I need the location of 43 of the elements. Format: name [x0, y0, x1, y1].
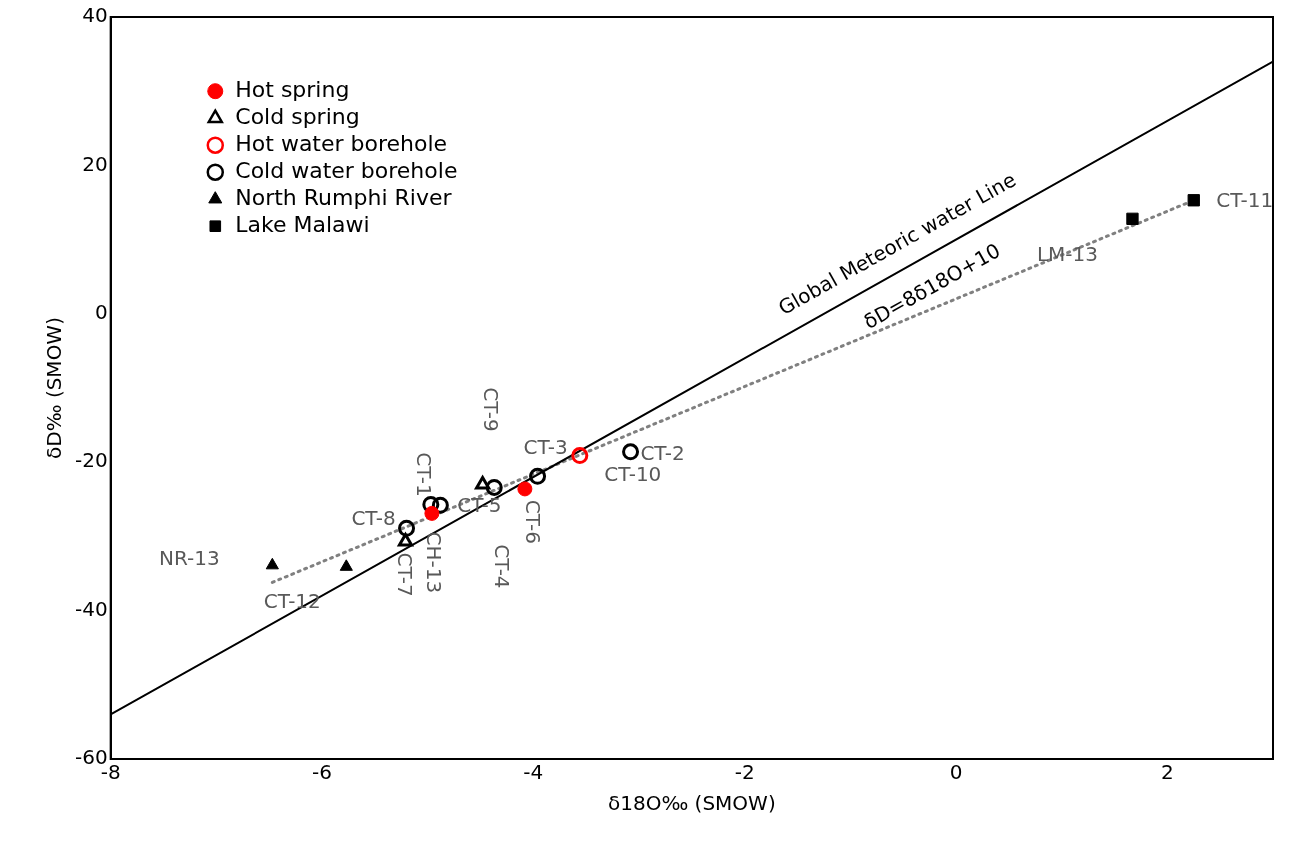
- y-tick-label: 0: [94, 300, 108, 324]
- y-tick-label: -20: [74, 448, 108, 473]
- point: [339, 559, 353, 571]
- y-axis-title: δD‰ (SMOW): [42, 317, 67, 459]
- annotation: CT-6: [520, 499, 545, 545]
- point: [475, 475, 491, 490]
- legend-label: North Rumphi River: [235, 184, 453, 210]
- x-tick-label: 0: [949, 760, 963, 785]
- point: [571, 447, 589, 465]
- x-tick-label: -2: [734, 760, 755, 785]
- legend-label: Lake Malawi: [235, 211, 370, 237]
- point: [422, 495, 440, 513]
- point: [431, 496, 449, 514]
- y-tick-label: 20: [82, 151, 108, 176]
- legend-label: Cold spring: [235, 103, 360, 129]
- annotation: CT-8: [351, 506, 396, 531]
- legend-label: Hot water borehole: [235, 130, 448, 156]
- point: [1126, 212, 1139, 225]
- x-axis-title: δ18O‰ (SMOW): [607, 791, 776, 816]
- point: [622, 443, 640, 461]
- y-tick-label: -40: [74, 596, 108, 621]
- annotation: CT-11: [1216, 188, 1274, 213]
- annotation: CT-3: [523, 434, 568, 459]
- annotation: CT-7: [393, 552, 418, 597]
- point: [424, 505, 440, 521]
- point: [517, 481, 533, 497]
- x-tick-label: -4: [523, 760, 544, 785]
- x-tick-label: -6: [312, 760, 332, 785]
- annotation: CH-13: [421, 531, 446, 594]
- y-tick-label: 40: [82, 3, 108, 28]
- point: [1187, 194, 1200, 207]
- legend-label: Cold water borehole: [235, 157, 458, 183]
- annotation: CT-4: [490, 544, 515, 589]
- x-tick-label: 2: [1160, 760, 1174, 785]
- point: [265, 557, 279, 570]
- point: [397, 533, 414, 547]
- annotation: NR-13: [158, 545, 220, 570]
- annotation: CT-9: [479, 387, 504, 432]
- point: [485, 478, 503, 496]
- legend-label: Hot spring: [235, 76, 350, 102]
- point: [529, 467, 547, 485]
- point: [398, 519, 416, 537]
- annotation: CT-1: [411, 452, 436, 497]
